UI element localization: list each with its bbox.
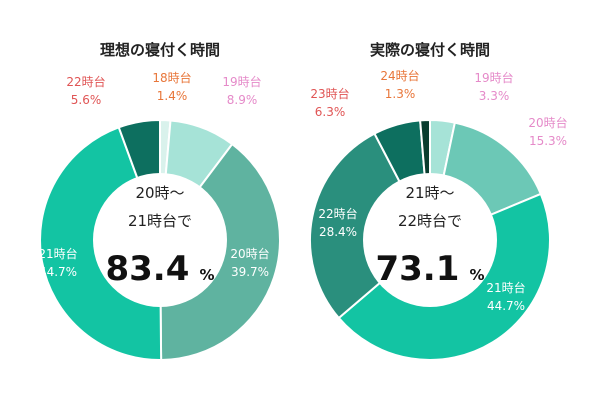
chart-title-actual: 実際の寝付く時間: [370, 41, 490, 59]
slice-category-label: 20時台: [528, 115, 567, 130]
slice-value-label: 5.6%: [71, 93, 102, 107]
labels-actual: 19時台 3.3% 20時台 15.3% 21時台 44.7% 22時台 28.4% 23時台 6…: [310, 68, 567, 313]
labels-ideal: 18時台 1.4% 19時台 8.9% 20時台 39.7% 21時台 44.7% 22時台 5.…: [38, 70, 269, 279]
slice-category-label: 22時台: [66, 74, 105, 89]
center-big-actual: 73.1: [375, 249, 459, 289]
center-value-ideal: 83.4 %: [105, 249, 214, 289]
center-value-actual: 73.1 %: [375, 249, 484, 289]
center-line2-actual: 22時台で: [398, 212, 462, 230]
donut-hole-actual: [363, 173, 497, 307]
slice-value-label: 44.7%: [487, 299, 525, 313]
slice-value-label: 1.4%: [157, 89, 188, 103]
chart-title-ideal: 理想の寝付く時間: [100, 41, 220, 59]
chart-ideal: 理想の寝付く時間 20時〜 21時台で 83.4 % 18時台 1.4% 19時台 8…: [38, 41, 281, 362]
slice-value-label: 39.7%: [231, 265, 269, 279]
slice-category-label: 24時台: [380, 68, 419, 83]
chart-actual: 実際の寝付く時間 21時〜 22時台で 73.1 % 19時台3.3%20時台1…: [309, 41, 568, 361]
slice-category-label: 19時台: [222, 74, 261, 89]
slice-value-label: 1.3%: [385, 87, 416, 101]
slice-category-label: 19時台: [474, 70, 513, 85]
slice-value-label: 8.9%: [227, 93, 258, 107]
center-line1-ideal: 20時〜: [135, 184, 184, 202]
slice-category-label: 21時台: [38, 246, 77, 261]
slice-value-label: 3.3%: [479, 89, 510, 103]
slice-value-label: 15.3%: [529, 134, 567, 148]
center-big-ideal: 83.4: [105, 249, 189, 289]
slice-category-label: 18時台: [152, 70, 191, 85]
slice-value-label: 28.4%: [319, 225, 357, 239]
donut-hole-ideal: [93, 173, 227, 307]
slice-category-label: 23時台: [310, 86, 349, 101]
center-line1-actual: 21時〜: [405, 184, 454, 202]
center-unit-actual: %: [469, 266, 484, 284]
slice-value-label: 44.7%: [39, 265, 77, 279]
slice-value-label: 6.3%: [315, 105, 346, 119]
center-line2-ideal: 21時台で: [128, 212, 192, 230]
slice-category-label: 22時台: [318, 206, 357, 221]
slice-category-label: 20時台: [230, 246, 269, 261]
slice-category-label: 21時台: [486, 280, 525, 295]
center-unit-ideal: %: [199, 266, 214, 284]
